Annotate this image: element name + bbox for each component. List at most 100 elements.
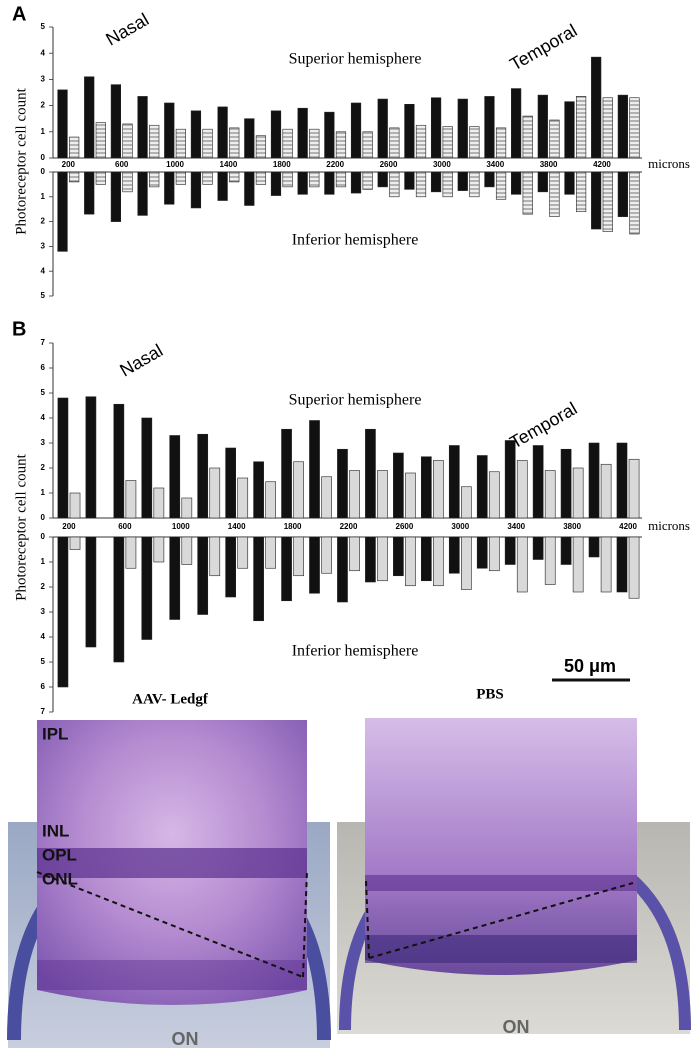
bar (190, 171, 202, 209)
bar (537, 171, 548, 193)
bar (560, 448, 572, 519)
bar (153, 536, 165, 563)
bar (415, 124, 427, 159)
bar (335, 131, 347, 159)
annotation: Nasal (102, 9, 152, 49)
bar (448, 536, 460, 574)
y-tick-label: 2 (41, 217, 46, 226)
bar (560, 536, 572, 565)
bar (504, 536, 516, 565)
bar (181, 536, 193, 565)
y-tick-label: 3 (41, 242, 46, 251)
y-tick-label: 3 (41, 75, 46, 84)
bar (137, 96, 148, 159)
bar (616, 536, 628, 593)
bar (202, 171, 213, 185)
bar (237, 536, 249, 569)
bar (484, 171, 495, 188)
y-tick-label: 3 (41, 607, 46, 616)
annotation: Temporal (506, 398, 580, 452)
bar (281, 536, 292, 602)
bar (175, 171, 186, 185)
category-box (390, 522, 419, 532)
category-box (614, 522, 643, 532)
bar (85, 536, 97, 648)
bar (57, 536, 69, 688)
bar (85, 396, 97, 519)
bar (616, 442, 628, 519)
x-tick-label: 3000 (451, 522, 469, 531)
y-tick-label: 2 (41, 582, 46, 591)
bar (349, 470, 360, 519)
bar (253, 461, 264, 519)
bar (377, 171, 388, 188)
bar (420, 456, 432, 519)
bar (628, 458, 640, 519)
bar (442, 171, 453, 198)
bar (602, 171, 613, 232)
bar (297, 171, 308, 195)
category-box (107, 160, 136, 170)
bar (511, 88, 522, 159)
category-box (427, 160, 456, 170)
y-tick-label: 0 (41, 153, 46, 162)
bar (617, 94, 628, 159)
x-tick-label: 1000 (172, 522, 190, 531)
bar (365, 536, 376, 583)
bar (175, 128, 186, 159)
x-tick-label: 1000 (166, 160, 184, 169)
bar (57, 397, 69, 519)
x-axis-label: microns (648, 518, 690, 533)
y-tick-label: 1 (41, 557, 46, 566)
bar (511, 171, 522, 195)
category-box (214, 160, 243, 170)
bar (522, 171, 533, 215)
bar (57, 89, 68, 159)
x-tick-label: 3400 (486, 160, 504, 169)
y-tick-label: 4 (41, 632, 46, 641)
x-tick-label: 4200 (593, 160, 611, 169)
x-tick-label: 3800 (563, 522, 581, 531)
y-tick-label: 5 (41, 22, 46, 31)
bar (69, 171, 80, 183)
bar (169, 536, 181, 620)
y-tick-label: 4 (41, 266, 46, 275)
y-tick-label: 0 (41, 513, 46, 522)
bar (84, 171, 95, 215)
category-box (446, 522, 475, 532)
bar (350, 171, 362, 194)
category-box (161, 160, 190, 170)
bar (591, 171, 602, 230)
bar (600, 536, 612, 593)
bar (265, 536, 277, 569)
bar (532, 536, 544, 560)
x-tick-label: 1400 (228, 522, 246, 531)
bar (628, 536, 640, 599)
bar (265, 481, 277, 519)
category-box (558, 522, 587, 532)
bar (197, 433, 209, 519)
x-tick-label: 4200 (619, 522, 637, 531)
bar (591, 56, 602, 159)
bar (405, 536, 416, 587)
category-box (267, 160, 296, 170)
bar (209, 467, 221, 519)
category-box (502, 522, 531, 532)
bar (209, 536, 221, 577)
bar (324, 111, 335, 159)
bar (549, 119, 560, 159)
bar (149, 124, 160, 159)
y-tick-label: 1 (41, 192, 46, 201)
annotation: Temporal (506, 20, 580, 74)
bar (321, 536, 332, 574)
bar (202, 128, 213, 159)
bar (255, 171, 267, 185)
category-box (534, 160, 563, 170)
bar (164, 171, 175, 205)
bar (297, 107, 308, 159)
scale-label: 50 μm (564, 656, 616, 676)
bar (282, 171, 293, 188)
bar (572, 467, 584, 519)
category-box (54, 522, 83, 532)
